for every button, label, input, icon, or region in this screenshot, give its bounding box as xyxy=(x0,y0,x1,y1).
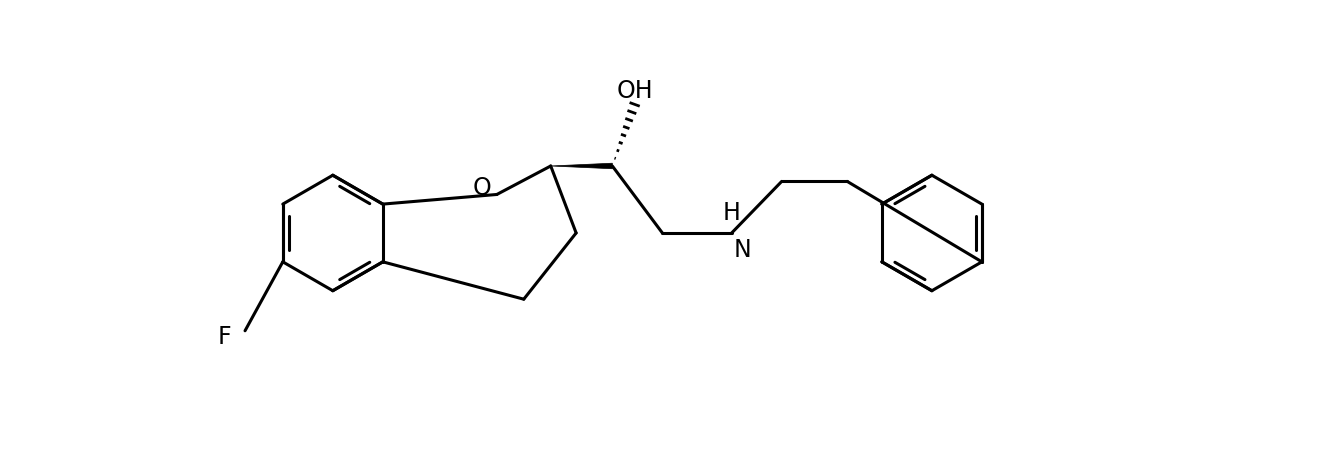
Text: OH: OH xyxy=(616,79,653,103)
Polygon shape xyxy=(551,163,612,169)
Text: F: F xyxy=(218,325,231,349)
Text: N: N xyxy=(734,237,751,261)
Text: O: O xyxy=(473,176,492,200)
Text: H: H xyxy=(722,201,741,225)
